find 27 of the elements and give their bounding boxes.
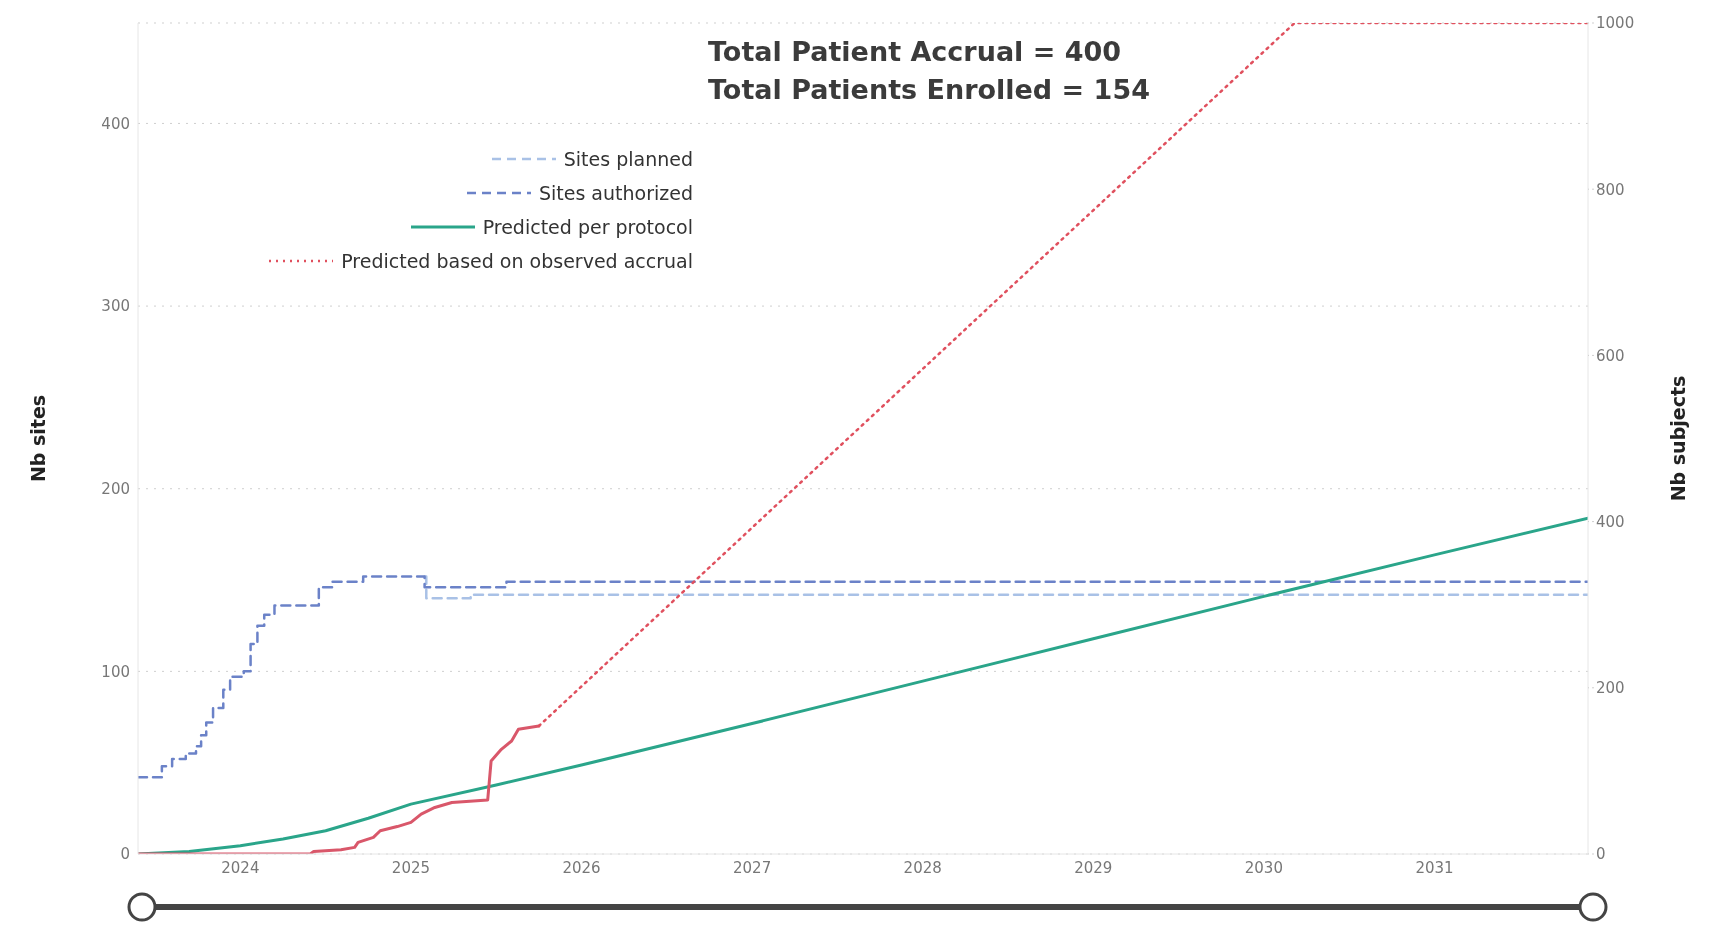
text: Total Patients Enrolled = 154	[708, 74, 1150, 105]
y-axis-title: Nb sites	[26, 394, 49, 483]
legend-label: Predicted per protocol	[482, 216, 693, 238]
y2-axis-title: Nb subjects	[1666, 375, 1689, 502]
x-tick-label: 2030	[1244, 858, 1283, 877]
x-tick-label: 2029	[1074, 858, 1113, 877]
y-tick-label: 0	[120, 845, 130, 864]
y2-tick-label: 0	[1596, 845, 1606, 864]
text: Total Patient Accrual = 400	[708, 36, 1122, 67]
x-tick-label: 2026	[562, 858, 601, 877]
y-tick-label: 400	[101, 114, 130, 133]
y2-tick-label: 400	[1596, 512, 1625, 531]
x-tick-label: 2024	[221, 858, 260, 877]
legend-label: Sites authorized	[538, 182, 693, 204]
y2-tick-label: 600	[1596, 346, 1625, 365]
y-tick-label: 300	[101, 297, 130, 316]
x-tick-label: 2031	[1415, 858, 1454, 877]
x-tick-label: 2028	[903, 858, 942, 877]
legend-label: Predicted based on observed accrual	[341, 250, 693, 272]
y-tick-label: 200	[101, 480, 130, 499]
legend-label: Sites planned	[563, 148, 693, 170]
y2-tick-label: 800	[1596, 180, 1625, 199]
y2-tick-label: 200	[1596, 679, 1625, 698]
y2-tick-label: 1000	[1596, 14, 1635, 33]
x-tick-label: 2025	[391, 858, 431, 877]
y-tick-label: 100	[101, 662, 130, 681]
x-tick-label: 2027	[733, 858, 772, 877]
